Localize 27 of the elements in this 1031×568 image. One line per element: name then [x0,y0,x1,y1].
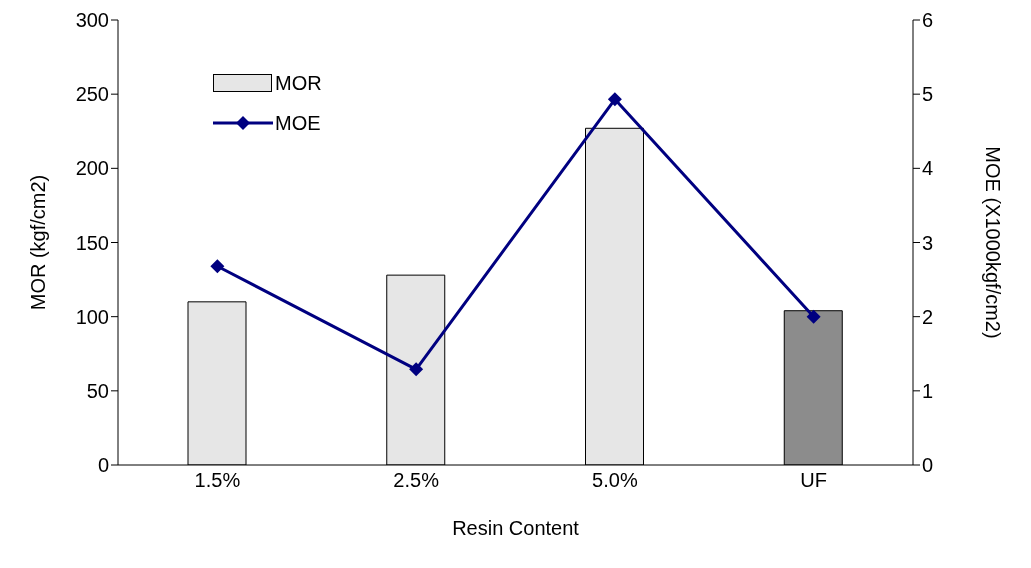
y-tick-label: 200 [75,157,109,180]
y-tick-label: 150 [75,231,109,254]
y-tick-label: 50 [86,379,109,402]
y-axis-title: MOR (kgf/cm2) [27,174,50,311]
y2-tick-label: 0 [922,454,934,477]
y-tick-label: 300 [75,9,109,32]
y2-tick-label: 5 [922,83,934,106]
y2-tick-label: 4 [922,157,934,180]
y2-tick-label: 2 [922,305,934,328]
x-tick-label: 1.5% [194,469,241,492]
legend-label: MOE [275,111,321,135]
y2-axis-title: MOE (X1000kgf/cm2) [981,146,1004,339]
x-axis-title: Resin Content [452,517,580,539]
point [806,309,821,324]
y-tick-label: 0 [97,454,109,477]
y-tick-label: 100 [75,305,109,328]
x-tick-label: UF [800,469,827,492]
y2-tick-label: 3 [922,231,934,254]
point [607,92,622,107]
point [210,259,225,274]
point [409,362,424,377]
legend-label: MOR [275,71,322,95]
y2-tick-label: 1 [922,379,934,402]
y2-tick-label: 6 [922,9,934,32]
y-tick-label: 250 [75,83,109,106]
x-tick-label: 5.0% [592,469,638,492]
x-tick-label: 2.5% [393,469,440,492]
